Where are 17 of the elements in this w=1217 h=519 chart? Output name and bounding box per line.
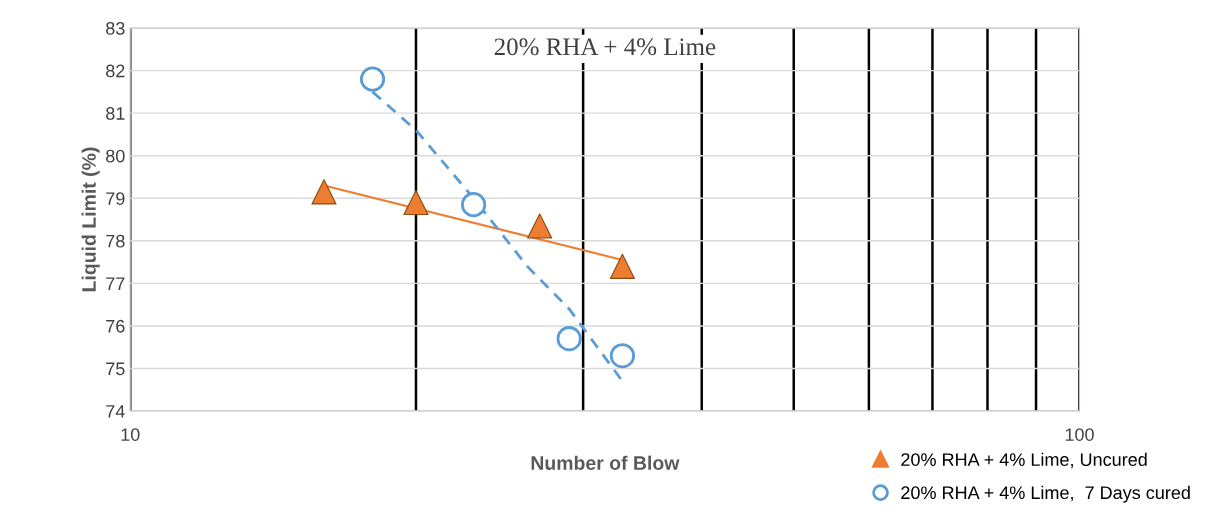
- y-tick-label: 81: [106, 107, 125, 120]
- y-tick-label: 78: [106, 234, 125, 248]
- y-tick-label: 74: [106, 405, 125, 418]
- y-tick-label: 79: [106, 192, 125, 205]
- legend-label: 20% RHA + 4% Lime, Uncured: [901, 452, 1147, 469]
- y-axis-title: Liquid Limit (%): [81, 147, 100, 292]
- y-tick-label: 77: [106, 277, 125, 290]
- x-axis-title: Number of Blow: [531, 455, 680, 470]
- chart-title: 20% RHA + 4% Lime: [494, 38, 716, 56]
- x-tick-label: 10: [121, 428, 140, 441]
- x-tick-label: 100: [1065, 428, 1094, 441]
- y-tick-label: 80: [106, 149, 125, 163]
- y-tick-label: 75: [106, 362, 125, 376]
- y-tick-label: 83: [106, 21, 125, 35]
- y-tick-label: 82: [106, 64, 125, 78]
- legend-label: 20% RHA + 4% Lime, 7 Days cured: [901, 485, 1190, 503]
- y-tick-label: 76: [106, 319, 125, 333]
